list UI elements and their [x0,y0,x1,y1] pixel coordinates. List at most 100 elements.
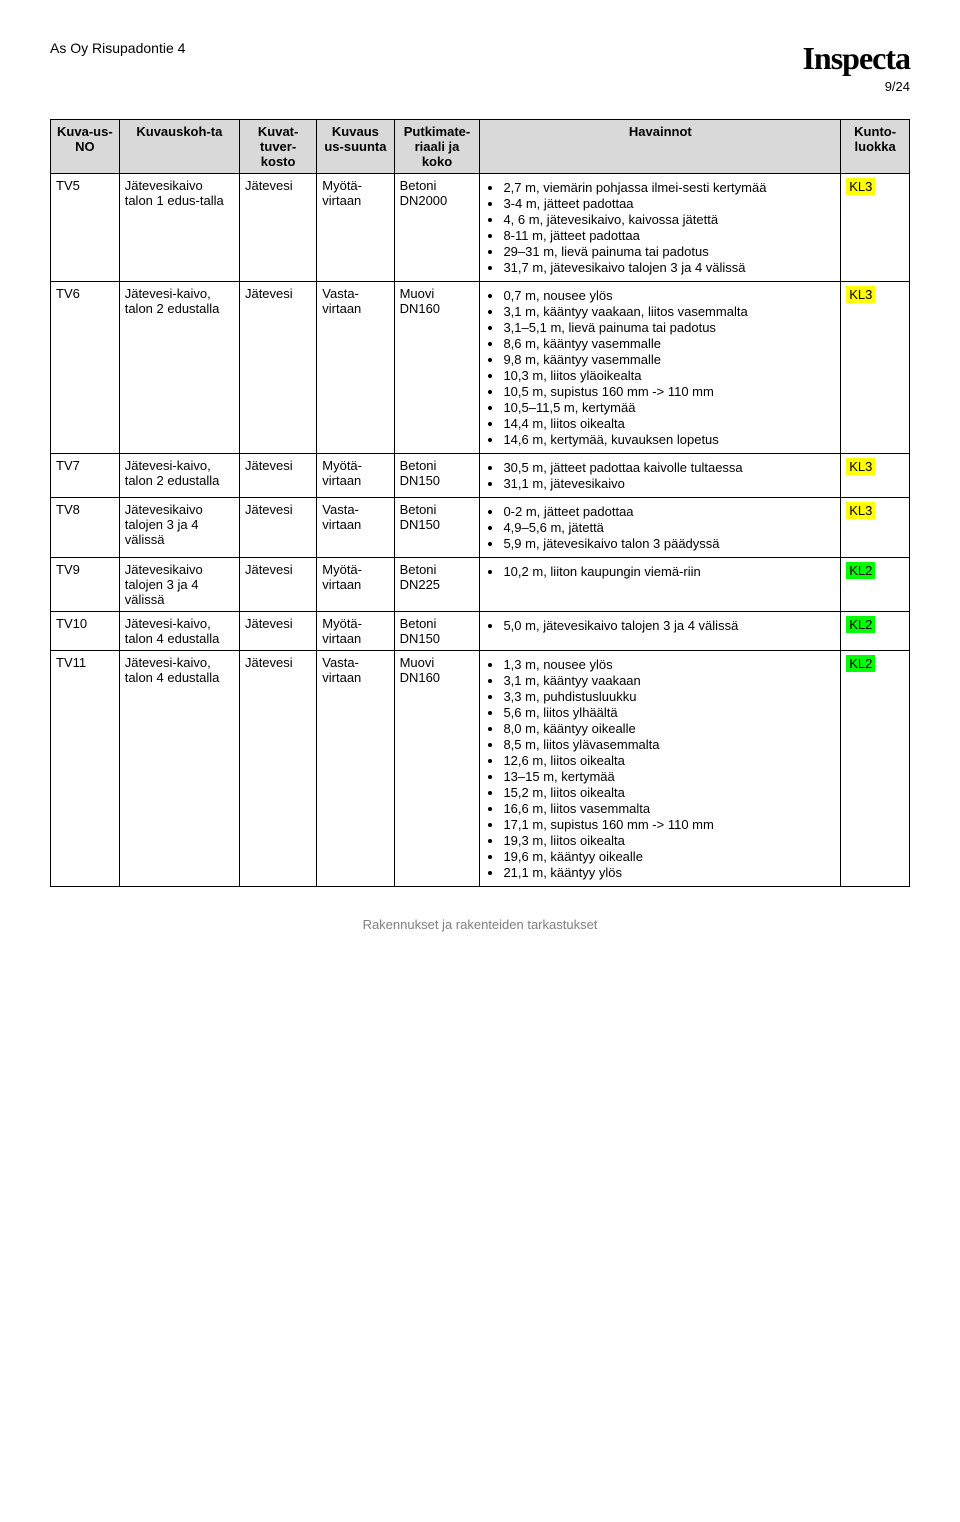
cell-network: Jätevesi [239,454,316,498]
cell-class: KL2 [841,558,910,612]
cell-observations: 0,7 m, nousee ylös3,1 m, kääntyy vaakaan… [480,282,841,454]
cell-network: Jätevesi [239,282,316,454]
observation-item: 0,7 m, nousee ylös [503,288,835,303]
observation-item: 3,1 m, kääntyy vaakaan [503,673,835,688]
cell-target: Jätevesi-kaivo, talon 2 edustalla [119,454,239,498]
col-header-id: Kuva-us-NO [51,120,120,174]
observation-item: 5,9 m, jätevesikaivo talon 3 päädyssä [503,536,835,551]
col-header-direction: Kuvaus us-suunta [317,120,394,174]
cell-direction: Myötä-virtaan [317,174,394,282]
observation-item: 31,1 m, jätevesikaivo [503,476,835,491]
observation-item: 31,7 m, jätevesikaivo talojen 3 ja 4 väl… [503,260,835,275]
condition-class-badge: KL2 [846,562,875,579]
cell-class: KL3 [841,454,910,498]
observation-item: 30,5 m, jätteet padottaa kaivolle tultae… [503,460,835,475]
cell-id: TV11 [51,651,120,887]
table-row: TV11Jätevesi-kaivo, talon 4 edustallaJät… [51,651,910,887]
cell-direction: Vasta-virtaan [317,651,394,887]
table-row: TV7Jätevesi-kaivo, talon 2 edustallaJäte… [51,454,910,498]
observation-item: 19,6 m, kääntyy oikealle [503,849,835,864]
observation-item: 14,6 m, kertymää, kuvauksen lopetus [503,432,835,447]
cell-network: Jätevesi [239,612,316,651]
observation-item: 5,6 m, liitos ylhäältä [503,705,835,720]
condition-class-badge: KL3 [846,178,875,195]
observation-item: 8-11 m, jätteet padottaa [503,228,835,243]
observation-item: 16,6 m, liitos vasemmalta [503,801,835,816]
cell-network: Jätevesi [239,174,316,282]
observation-item: 17,1 m, supistus 160 mm -> 110 mm [503,817,835,832]
cell-direction: Myötä-virtaan [317,558,394,612]
table-row: TV8Jätevesikaivo talojen 3 ja 4 välissäJ… [51,498,910,558]
cell-class: KL3 [841,174,910,282]
col-header-class: Kunto-luokka [841,120,910,174]
cell-material: Betoni DN2000 [394,174,480,282]
cell-id: TV10 [51,612,120,651]
logo: Inspecta [802,40,910,77]
cell-observations: 10,2 m, liiton kaupungin viemä-riin [480,558,841,612]
observation-item: 0-2 m, jätteet padottaa [503,504,835,519]
observation-item: 3,1 m, kääntyy vaakaan, liitos vasemmalt… [503,304,835,319]
observation-item: 10,3 m, liitos yläoikealta [503,368,835,383]
condition-class-badge: KL3 [846,502,875,519]
table-row: TV5Jätevesikaivo talon 1 edus-tallaJätev… [51,174,910,282]
cell-id: TV8 [51,498,120,558]
observation-item: 8,0 m, kääntyy oikealle [503,721,835,736]
table-row: TV9Jätevesikaivo talojen 3 ja 4 välissäJ… [51,558,910,612]
cell-direction: Vasta-virtaan [317,498,394,558]
cell-observations: 5,0 m, jätevesikaivo talojen 3 ja 4 väli… [480,612,841,651]
col-header-network: Kuvat-tuver-kosto [239,120,316,174]
observation-item: 19,3 m, liitos oikealta [503,833,835,848]
cell-network: Jätevesi [239,498,316,558]
col-header-observations: Havainnot [480,120,841,174]
cell-target: Jätevesi-kaivo, talon 4 edustalla [119,612,239,651]
cell-material: Muovi DN160 [394,651,480,887]
cell-class: KL3 [841,282,910,454]
table-row: TV10Jätevesi-kaivo, talon 4 edustallaJät… [51,612,910,651]
cell-target: Jätevesikaivo talojen 3 ja 4 välissä [119,558,239,612]
observation-item: 3,3 m, puhdistusluukku [503,689,835,704]
observation-item: 3,1–5,1 m, lievä painuma tai padotus [503,320,835,335]
cell-observations: 0-2 m, jätteet padottaa4,9–5,6 m, jätett… [480,498,841,558]
observation-item: 14,4 m, liitos oikealta [503,416,835,431]
observation-item: 12,6 m, liitos oikealta [503,753,835,768]
footer-text: Rakennukset ja rakenteiden tarkastukset [50,917,910,932]
cell-class: KL2 [841,612,910,651]
header-title: As Oy Risupadontie 4 [50,40,185,56]
header-right: Inspecta 9/24 [802,40,910,94]
cell-observations: 2,7 m, viemärin pohjassa ilmei-sesti ker… [480,174,841,282]
cell-class: KL3 [841,498,910,558]
cell-target: Jätevesi-kaivo, talon 2 edustalla [119,282,239,454]
observation-item: 4, 6 m, jätevesikaivo, kaivossa jätettä [503,212,835,227]
cell-observations: 1,3 m, nousee ylös3,1 m, kääntyy vaakaan… [480,651,841,887]
cell-id: TV6 [51,282,120,454]
observation-item: 10,5–11,5 m, kertymää [503,400,835,415]
cell-target: Jätevesikaivo talon 1 edus-talla [119,174,239,282]
observation-item: 3-4 m, jätteet padottaa [503,196,835,211]
observation-item: 1,3 m, nousee ylös [503,657,835,672]
observation-item: 10,5 m, supistus 160 mm -> 110 mm [503,384,835,399]
cell-target: Jätevesikaivo talojen 3 ja 4 välissä [119,498,239,558]
document-header: As Oy Risupadontie 4 Inspecta 9/24 [50,40,910,94]
cell-direction: Myötä-virtaan [317,612,394,651]
observation-item: 2,7 m, viemärin pohjassa ilmei-sesti ker… [503,180,835,195]
observation-item: 21,1 m, kääntyy ylös [503,865,835,880]
observation-item: 29–31 m, lievä painuma tai padotus [503,244,835,259]
observation-item: 10,2 m, liiton kaupungin viemä-riin [503,564,835,579]
col-header-target: Kuvauskoh-ta [119,120,239,174]
observation-item: 4,9–5,6 m, jätettä [503,520,835,535]
col-header-material: Putkimate-riaali ja koko [394,120,480,174]
cell-network: Jätevesi [239,558,316,612]
cell-material: Muovi DN160 [394,282,480,454]
table-row: TV6Jätevesi-kaivo, talon 2 edustallaJäte… [51,282,910,454]
page-number: 9/24 [802,79,910,94]
observation-item: 9,8 m, kääntyy vasemmalle [503,352,835,367]
condition-class-badge: KL3 [846,458,875,475]
cell-id: TV7 [51,454,120,498]
cell-observations: 30,5 m, jätteet padottaa kaivolle tultae… [480,454,841,498]
observation-item: 13–15 m, kertymää [503,769,835,784]
observations-table: Kuva-us-NO Kuvauskoh-ta Kuvat-tuver-kost… [50,119,910,887]
cell-direction: Myötä-virtaan [317,454,394,498]
observation-item: 8,5 m, liitos ylävasemmalta [503,737,835,752]
cell-material: Betoni DN150 [394,498,480,558]
cell-direction: Vasta-virtaan [317,282,394,454]
